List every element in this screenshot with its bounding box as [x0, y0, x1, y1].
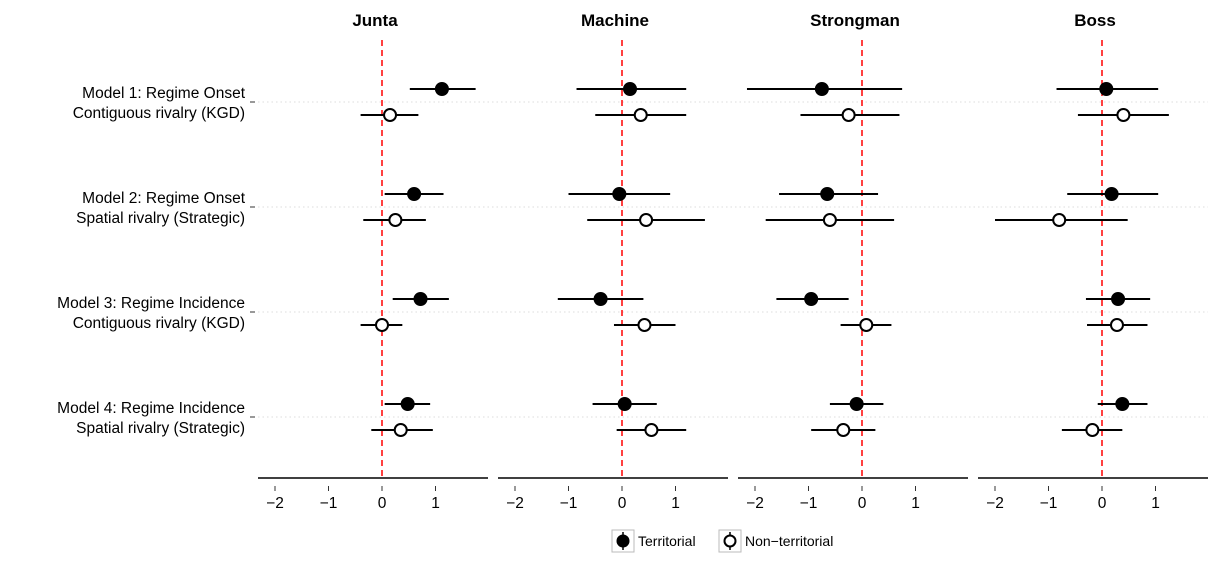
- row-label-rivalry: Spatial rivalry (Strategic): [76, 210, 245, 227]
- x-tick-label: 0: [858, 495, 867, 512]
- x-tick-label: 1: [911, 495, 920, 512]
- territorial-point: [1099, 82, 1114, 96]
- row-label-rivalry: Contiguous rivalry (KGD): [73, 315, 245, 332]
- territorial-point: [413, 292, 428, 306]
- x-axes: −2 −1 0 1 −2 −1 0 1 −2 −1 0 1 −2 −1 0 1: [258, 477, 1208, 512]
- x-tick-label: 1: [431, 495, 440, 512]
- non-territorial-point: [383, 108, 398, 122]
- point-estimates: [375, 82, 1131, 437]
- non-territorial-point: [393, 423, 408, 437]
- x-tick-label: −2: [746, 495, 764, 512]
- territorial-point: [814, 82, 829, 96]
- row-label-model: Model 3: Regime Incidence: [57, 295, 245, 312]
- territorial-point: [623, 82, 638, 96]
- row-label-rivalry: Contiguous rivalry (KGD): [73, 105, 245, 122]
- non-territorial-point: [639, 213, 654, 227]
- territorial-point: [1115, 397, 1130, 411]
- non-territorial-point: [633, 108, 648, 122]
- x-tick-label: −2: [986, 495, 1004, 512]
- territorial-point: [820, 187, 835, 201]
- legend-filled-marker: [616, 534, 630, 548]
- panel-title: Junta: [352, 11, 398, 30]
- non-territorial-point: [1085, 423, 1100, 437]
- territorial-point: [612, 187, 627, 201]
- territorial-point: [1111, 292, 1126, 306]
- x-tick-label: 0: [618, 495, 627, 512]
- non-territorial-point: [1109, 318, 1124, 332]
- row-label-model: Model 1: Regime Onset: [82, 85, 246, 102]
- non-territorial-point: [637, 318, 652, 332]
- territorial-point: [434, 82, 449, 96]
- territorial-point: [804, 292, 819, 306]
- error-bars: [360, 88, 1169, 431]
- legend: Territorial Non−territorial: [611, 529, 833, 553]
- x-tick-label: −1: [560, 495, 578, 512]
- non-territorial-point: [836, 423, 851, 437]
- row-label-model: Model 4: Regime Incidence: [57, 400, 245, 417]
- x-tick-label: −1: [320, 495, 338, 512]
- labels: Model 1: Regime Onset Contiguous rivalry …: [57, 11, 1116, 437]
- non-territorial-point: [375, 318, 389, 332]
- non-territorial-point: [644, 423, 659, 437]
- territorial-point: [400, 397, 415, 411]
- x-tick-label: 1: [1151, 495, 1160, 512]
- non-territorial-point: [822, 213, 837, 227]
- territorial-point: [849, 397, 864, 411]
- x-tick-label: −1: [800, 495, 818, 512]
- legend-label: Territorial: [638, 533, 696, 549]
- x-tick-label: −2: [266, 495, 284, 512]
- row-label-model: Model 2: Regime Onset: [82, 190, 246, 207]
- non-territorial-point: [1052, 213, 1067, 227]
- legend-label: Non−territorial: [745, 533, 833, 549]
- x-tick-label: 0: [378, 495, 387, 512]
- x-tick-label: 1: [671, 495, 680, 512]
- x-tick-label: −2: [506, 495, 524, 512]
- gridlines: [258, 101, 1208, 418]
- reference-lines: [381, 40, 1103, 478]
- panel-title: Machine: [581, 11, 649, 30]
- territorial-point: [617, 397, 632, 411]
- non-territorial-point: [1116, 108, 1131, 122]
- territorial-point: [1104, 187, 1119, 201]
- territorial-point: [593, 292, 608, 306]
- territorial-point: [407, 187, 422, 201]
- non-territorial-point: [841, 108, 856, 122]
- non-territorial-point: [859, 318, 874, 332]
- row-label-rivalry: Spatial rivalry (Strategic): [76, 420, 245, 437]
- x-tick-label: −1: [1040, 495, 1058, 512]
- legend-open-marker: [723, 534, 737, 548]
- panel-title: Strongman: [810, 11, 900, 30]
- non-territorial-point: [388, 213, 403, 227]
- panel-title: Boss: [1074, 11, 1116, 30]
- x-tick-label: 0: [1098, 495, 1107, 512]
